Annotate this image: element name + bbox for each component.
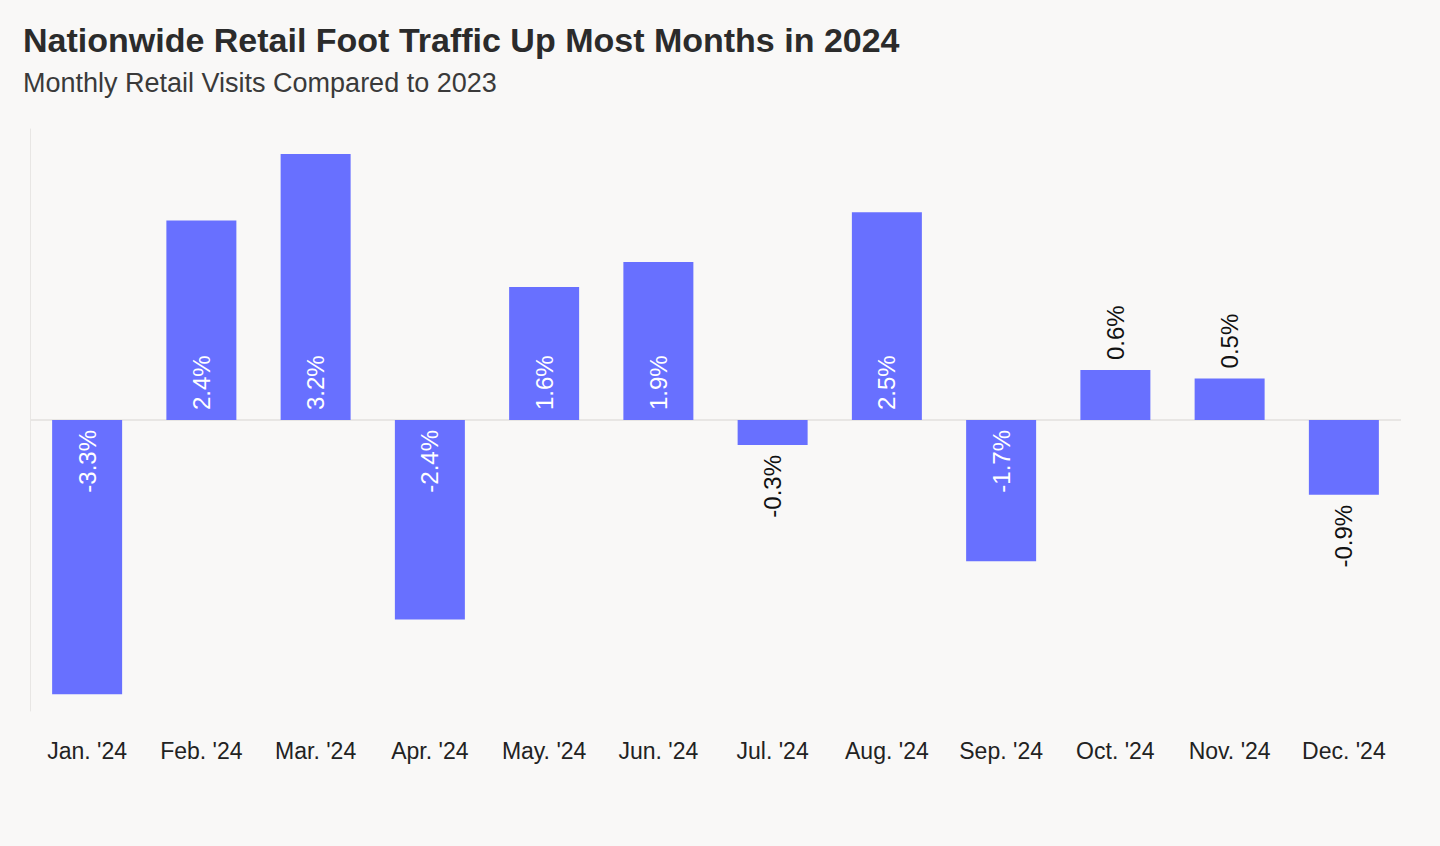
svg-text:Monthly Retail Visits Compared: Monthly Retail Visits Compared to 2023 <box>23 68 497 98</box>
svg-text:2.4%: 2.4% <box>188 355 215 410</box>
svg-text:Dec. '24: Dec. '24 <box>1302 738 1386 764</box>
svg-text:2.5%: 2.5% <box>873 355 900 410</box>
svg-text:-0.3%: -0.3% <box>759 455 786 518</box>
svg-text:Nationwide Retail Foot Traffic: Nationwide Retail Foot Traffic Up Most M… <box>23 21 900 59</box>
svg-text:Jan. '24: Jan. '24 <box>47 738 127 764</box>
svg-text:-2.4%: -2.4% <box>416 430 443 493</box>
svg-text:-0.9%: -0.9% <box>1330 505 1357 568</box>
svg-text:Apr. '24: Apr. '24 <box>391 738 468 764</box>
svg-text:0.5%: 0.5% <box>1216 314 1243 369</box>
svg-text:Jul. '24: Jul. '24 <box>737 738 809 764</box>
svg-text:1.6%: 1.6% <box>531 355 558 410</box>
svg-text:May. '24: May. '24 <box>502 738 587 764</box>
svg-text:0.6%: 0.6% <box>1102 305 1129 360</box>
svg-text:Aug. '24: Aug. '24 <box>845 738 929 764</box>
svg-text:Mar. '24: Mar. '24 <box>275 738 356 764</box>
svg-text:Feb. '24: Feb. '24 <box>160 738 243 764</box>
svg-text:Oct. '24: Oct. '24 <box>1076 738 1155 764</box>
svg-text:Sep. '24: Sep. '24 <box>959 738 1043 764</box>
svg-text:Jun. '24: Jun. '24 <box>618 738 698 764</box>
svg-text:3.2%: 3.2% <box>302 355 329 410</box>
svg-text:1.9%: 1.9% <box>645 355 672 410</box>
svg-text:-1.7%: -1.7% <box>988 430 1015 493</box>
svg-text:Nov. '24: Nov. '24 <box>1189 738 1271 764</box>
svg-text:-3.3%: -3.3% <box>74 430 101 493</box>
